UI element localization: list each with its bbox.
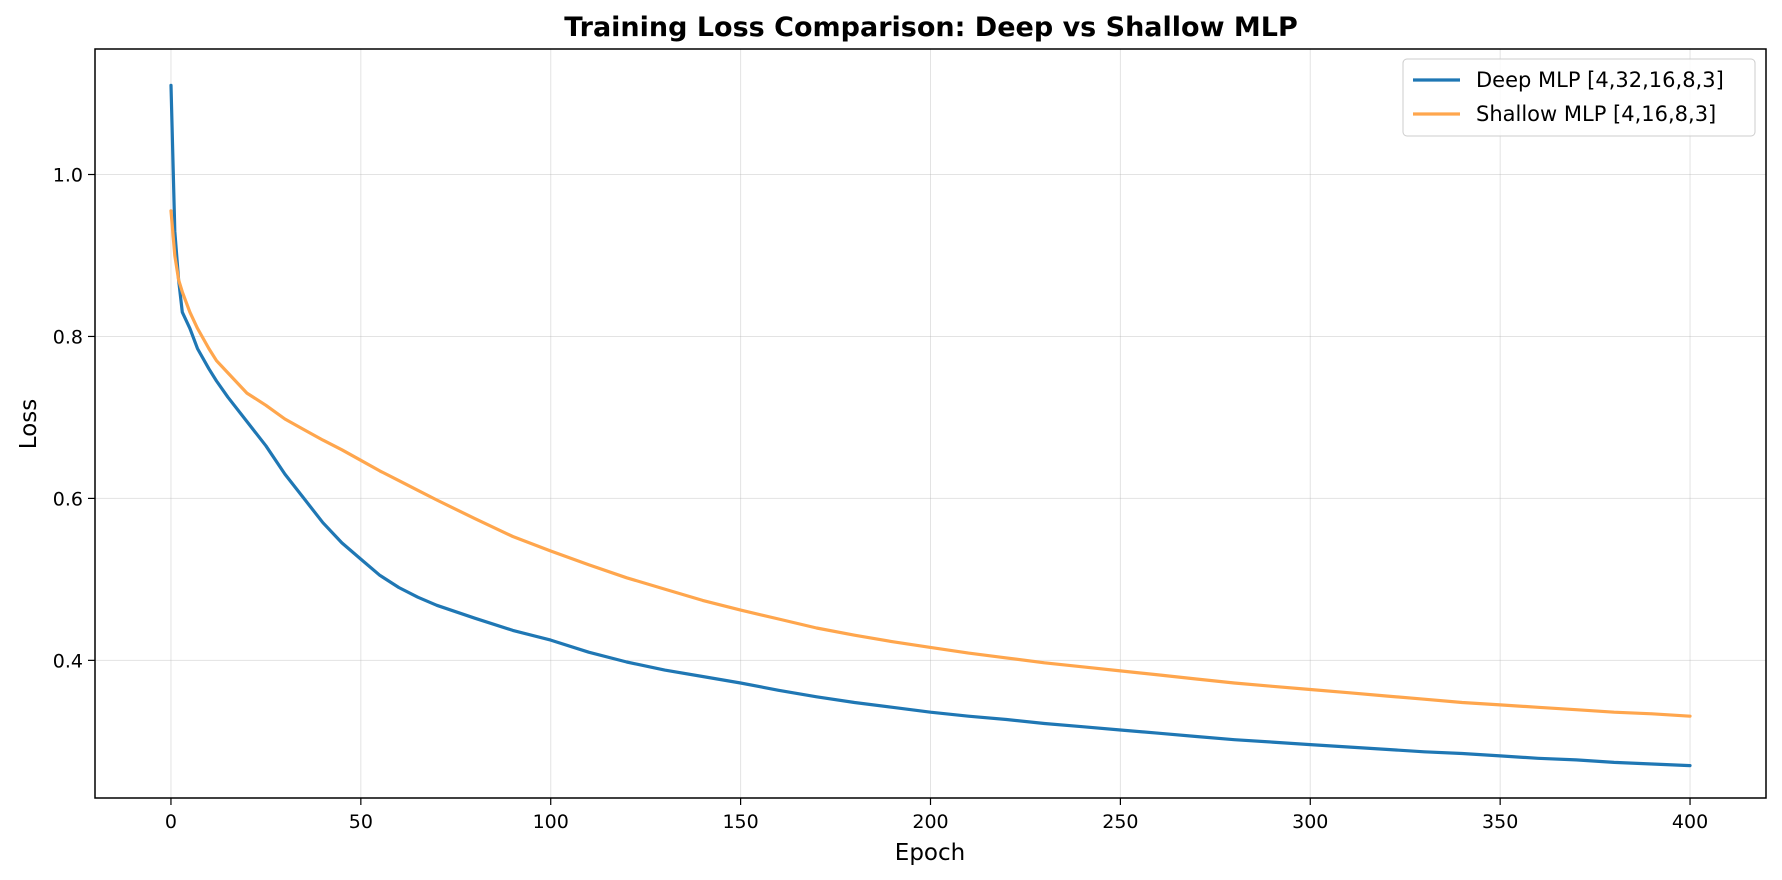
x-tick-label: 150 [722, 811, 758, 833]
x-tick-label: 200 [912, 811, 948, 833]
legend-box [1402, 58, 1756, 137]
y-tick-label: 1.0 [53, 165, 83, 187]
legend-label: Shallow MLP [4,16,8,3] [1476, 102, 1716, 126]
y-axis-label: Loss [16, 399, 42, 449]
axis-ticks: 0 50 100 150 200 250 300 350 400 0.4 0.6 0.8 1.0 [53, 165, 1708, 833]
x-axis-label: Epoch [895, 840, 965, 866]
x-tick-label: 100 [533, 811, 569, 833]
series-line-shallow-mlp [169, 209, 1692, 718]
y-tick-label: 0.8 [53, 326, 83, 348]
x-tick-label: 0 [165, 811, 177, 833]
x-tick-label: 350 [1482, 811, 1518, 833]
series-group [169, 83, 1692, 768]
x-tick-label: 50 [349, 811, 373, 833]
grid [95, 49, 1766, 798]
legend: Deep MLP [4,32,16,8,3] Shallow MLP [4,16,… [1402, 58, 1756, 137]
legend-label: Deep MLP [4,32,16,8,3] [1476, 68, 1724, 92]
chart-title: Training Loss Comparison: Deep vs Shallo… [564, 12, 1298, 43]
y-tick-label: 0.4 [53, 650, 83, 672]
series-line-deep-mlp [169, 83, 1692, 768]
x-tick-label: 400 [1672, 811, 1708, 833]
y-tick-label: 0.6 [53, 488, 83, 510]
x-tick-label: 300 [1292, 811, 1328, 833]
x-tick-label: 250 [1102, 811, 1138, 833]
